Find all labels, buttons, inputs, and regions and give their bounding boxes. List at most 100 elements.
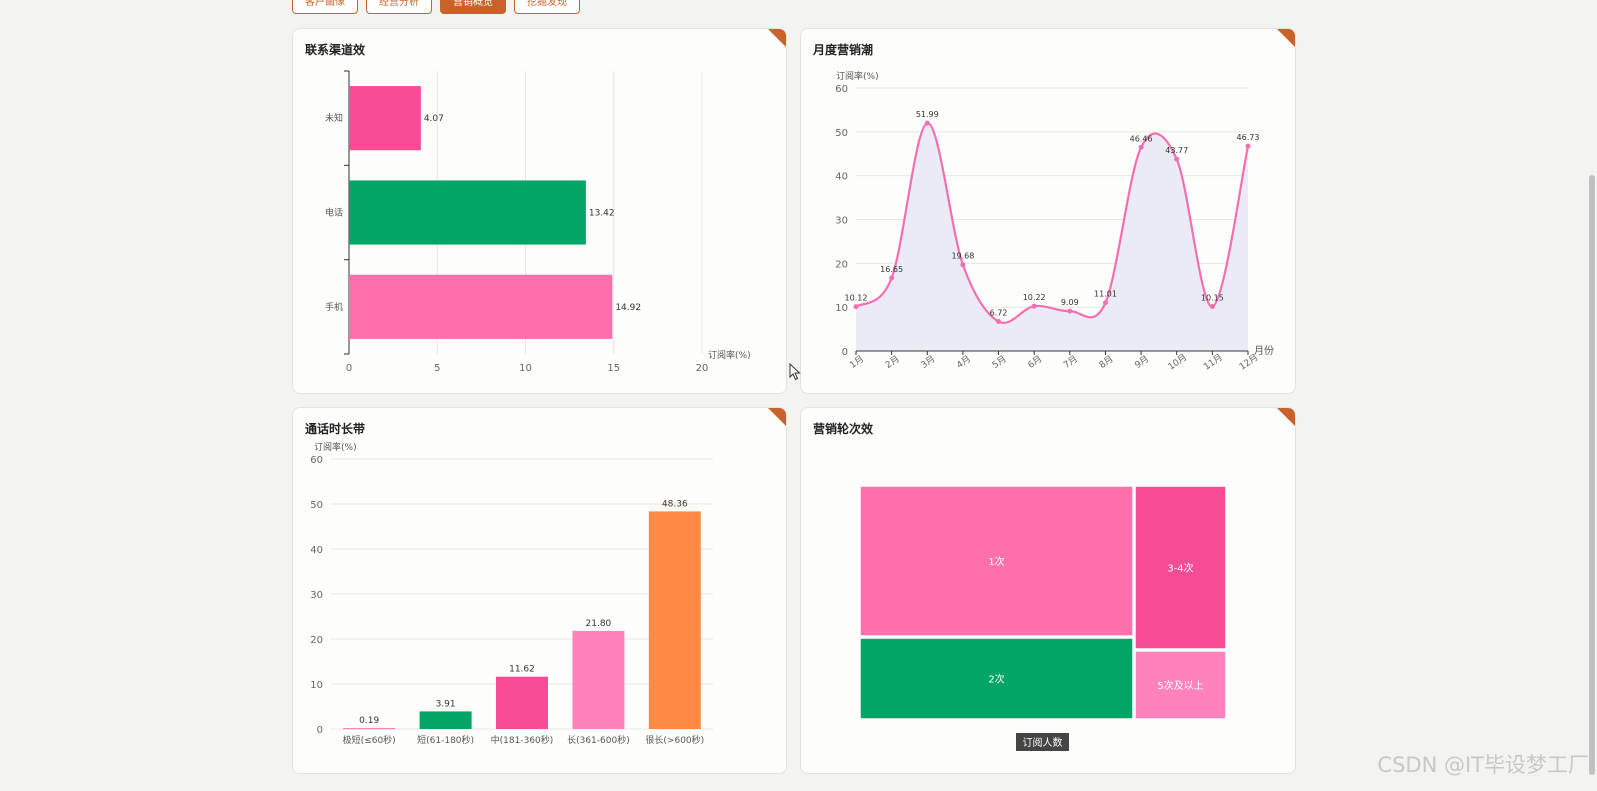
metric-badge-label: 订阅人数 [1023, 736, 1063, 749]
tab-mining-discovery[interactable]: 挖掘发现 [514, 0, 580, 14]
y-tick-label: 50 [835, 128, 848, 139]
marketing-rounds-card: 营销轮次效 1次 3-4次 2次 5次及以上 订阅人数 [800, 407, 1296, 774]
data-label: 4.07 [424, 114, 444, 124]
card-corner-marker [1277, 29, 1295, 47]
data-label: 11.01 [1094, 290, 1117, 299]
data-point [960, 262, 966, 268]
card-title: 通话时长带 [305, 422, 366, 436]
y-tick-label: 20 [310, 635, 323, 646]
data-label: 16.65 [880, 265, 903, 274]
channel-bar-chart: 0 5 10 15 20 未知 4.07 电话 13.42 手机 14.92 订阅率(%) [325, 70, 751, 374]
x-tick-label: 3月 [919, 353, 937, 370]
monthly-area-chart: 0 10 20 30 40 50 60 订阅率(%) 10.12 1月 16.65 2月 51.99 3月… [835, 70, 1274, 373]
x-tick-label: 7月 [1061, 353, 1079, 370]
card-corner-marker [1277, 408, 1295, 426]
x-tick-label: 20 [696, 363, 709, 374]
treemap-cell [859, 485, 1134, 637]
data-point [1245, 143, 1251, 149]
y-tick-label: 30 [835, 216, 848, 227]
data-point [1174, 156, 1180, 162]
data-point [1067, 308, 1073, 314]
bar [648, 511, 701, 729]
bar [572, 630, 625, 729]
bar [496, 676, 548, 729]
y-tick-label: 手机 [325, 301, 343, 313]
x-tick-label: 6月 [1026, 353, 1044, 370]
x-axis-title: 月份 [1254, 345, 1274, 357]
x-tick-label: 11月 [1202, 352, 1225, 373]
card-title: 营销轮次效 [813, 422, 874, 436]
top-tab-bar: 客户画像 经营分析 营销概览 挖掘发现 [292, 0, 580, 14]
treemap-label: 2次 [988, 673, 1004, 686]
x-tick-label: 5 [434, 363, 440, 374]
y-tick-label: 60 [310, 455, 323, 466]
data-label: 19.68 [951, 252, 974, 261]
monthly-marketing-card: 月度营销潮 0 10 20 30 40 50 60 订阅率(%) 10.12 1月 16.65 2月 5… [800, 28, 1296, 394]
card-title: 联系渠道效 [305, 43, 366, 57]
tab-marketing-overview[interactable]: 营销概览 [440, 0, 506, 14]
y-tick-label: 10 [310, 680, 323, 691]
channel-effect-card: 联系渠道效 0 5 10 15 20 未知 4.07 电话 13.42 手机 14.92 订阅率(%) [292, 28, 787, 394]
data-point [924, 120, 930, 126]
data-point [1209, 304, 1215, 310]
call-duration-card: 通话时长带 0 10 20 30 40 50 60 订阅率(%) 0.19 极短(≤60秒) 3.9… [292, 407, 787, 774]
data-label: 14.92 [615, 303, 641, 313]
y-tick-label: 40 [835, 172, 848, 183]
y-tick-label: 10 [835, 303, 848, 314]
data-label: 10.15 [1201, 294, 1224, 303]
duration-bar-chart: 0 10 20 30 40 50 60 订阅率(%) 0.19 极短(≤60秒) 3.91 短(61-… [310, 441, 713, 746]
data-point [996, 319, 1002, 325]
data-label: 46.46 [1130, 134, 1153, 143]
treemap-cell [1134, 485, 1227, 650]
series-area [856, 123, 1248, 351]
y-tick-label: 0 [842, 347, 848, 358]
x-tick-label: 极短(≤60秒) [343, 734, 396, 746]
x-tick-label: 5月 [990, 353, 1008, 370]
bar [349, 86, 421, 151]
y-tick-label: 40 [310, 545, 323, 556]
data-label: 0.19 [359, 716, 379, 726]
metric-badge [1016, 733, 1069, 751]
bar [349, 274, 613, 339]
x-tick-label: 0 [346, 363, 352, 374]
scrollbar-thumb[interactable] [1589, 175, 1595, 775]
x-tick-label: 中(181-360秒) [491, 734, 554, 746]
treemap-label: 1次 [988, 555, 1004, 568]
bar [349, 180, 586, 245]
y-tick-label: 30 [310, 590, 323, 601]
y-axis-title: 订阅率(%) [836, 70, 879, 82]
watermark-text: CSDN @IT毕设梦工厂 [1377, 753, 1589, 777]
data-label: 21.80 [586, 619, 612, 629]
data-point [853, 304, 859, 310]
x-axis-title: 订阅率(%) [708, 349, 751, 361]
data-label: 3.91 [436, 699, 456, 709]
x-tick-label: 1月 [848, 353, 866, 370]
x-tick-label: 15 [607, 363, 620, 374]
y-tick-label: 50 [310, 500, 323, 511]
x-tick-label: 很长(>600秒) [645, 734, 704, 746]
data-point [1102, 300, 1108, 306]
bar [419, 711, 472, 729]
data-label: 51.99 [916, 110, 939, 119]
data-label: 43.77 [1165, 146, 1188, 155]
x-tick-label: 2月 [883, 353, 901, 370]
x-tick-label: 长(361-600秒) [567, 734, 630, 746]
tab-customer-profile[interactable]: 客户画像 [292, 0, 358, 14]
y-tick-label: 60 [835, 84, 848, 95]
data-label: 10.22 [1023, 293, 1046, 302]
y-tick-label: 电话 [325, 207, 343, 219]
data-label: 10.12 [845, 294, 868, 303]
x-tick-label: 短(61-180秒) [417, 734, 474, 746]
tab-business-analysis[interactable]: 经营分析 [366, 0, 432, 14]
data-point [1138, 144, 1144, 150]
x-tick-label: 9月 [1133, 353, 1151, 370]
mouse-cursor-icon [789, 363, 801, 381]
scrollbar[interactable] [1587, 0, 1597, 791]
treemap-cell [1134, 650, 1227, 720]
y-axis-title: 订阅率(%) [314, 441, 357, 453]
bar [343, 728, 396, 730]
data-label: 48.36 [662, 499, 688, 509]
data-label: 46.73 [1237, 133, 1260, 142]
treemap-label: 5次及以上 [1157, 679, 1203, 692]
